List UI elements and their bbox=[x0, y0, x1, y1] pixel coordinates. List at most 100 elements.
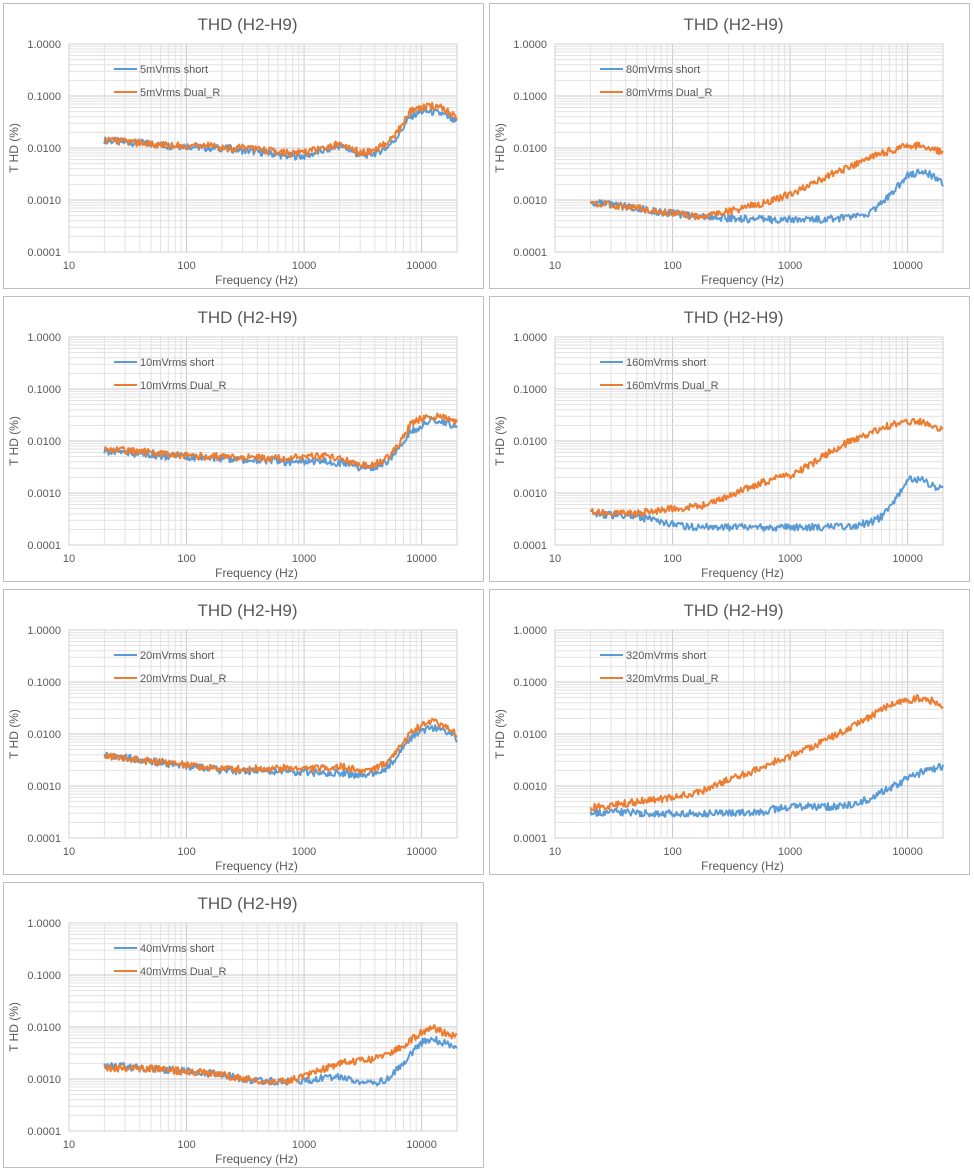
series-line bbox=[103, 1024, 458, 1086]
series-line bbox=[104, 412, 458, 469]
grid bbox=[68, 336, 458, 546]
x-tick-label: 100 bbox=[663, 553, 681, 565]
x-tick-label: 10 bbox=[63, 260, 75, 272]
x-tick-label: 100 bbox=[177, 260, 195, 272]
legend-label: 160mVrms short bbox=[626, 357, 706, 369]
x-tick-label: 10000 bbox=[406, 260, 437, 272]
x-axis-label: Frequency (Hz) bbox=[701, 566, 784, 580]
x-tick-label: 10000 bbox=[406, 1139, 437, 1151]
y-tick-label: 0.1000 bbox=[27, 91, 61, 103]
legend-label: 20mVrms Dual_R bbox=[140, 673, 226, 685]
x-tick-label: 10 bbox=[63, 1139, 75, 1151]
plot-area-border bbox=[554, 629, 944, 839]
chart-title: THD (H2-H9) bbox=[683, 601, 783, 620]
y-tick-label: 1.0000 bbox=[27, 625, 61, 637]
series-line bbox=[589, 417, 944, 518]
y-tick-label: 0.0100 bbox=[27, 436, 61, 448]
y-tick-label: 0.0001 bbox=[27, 247, 61, 259]
y-tick-label: 0.1000 bbox=[513, 91, 547, 103]
y-tick-label: 1.0000 bbox=[513, 625, 547, 637]
series-line bbox=[104, 717, 458, 775]
plot-area-border bbox=[68, 922, 458, 1132]
legend-label: 10mVrms Dual_R bbox=[140, 380, 226, 392]
grid bbox=[68, 922, 458, 1132]
y-tick-label: 1.0000 bbox=[27, 918, 61, 930]
y-axis-label: T HD (%) bbox=[7, 1002, 21, 1052]
x-tick-label: 1000 bbox=[778, 553, 802, 565]
y-tick-label: 0.0100 bbox=[27, 1022, 61, 1034]
x-tick-label: 1000 bbox=[292, 260, 316, 272]
x-tick-label: 10 bbox=[549, 846, 561, 858]
y-tick-label: 0.0001 bbox=[27, 1126, 61, 1138]
thd-chart-10mvrms: 1.0000 0.1000 0.0100 0.0010 0.0001 10 100 1000 1… bbox=[3, 296, 484, 582]
x-tick-label: 10000 bbox=[406, 553, 437, 565]
y-axis-label: T HD (%) bbox=[493, 123, 507, 173]
legend-label: 80mVrms short bbox=[626, 64, 700, 76]
series-line bbox=[103, 101, 458, 158]
y-axis-label: T HD (%) bbox=[493, 709, 507, 759]
thd-chart-40mvrms: 1.0000 0.1000 0.0100 0.0010 0.0001 10 100 1000 1… bbox=[3, 882, 484, 1168]
x-tick-label: 10000 bbox=[892, 553, 923, 565]
y-tick-label: 0.0100 bbox=[27, 143, 61, 155]
thd-chart-320mvrms: 1.0000 0.1000 0.0100 0.0010 0.0001 10 100 1000 1… bbox=[489, 589, 970, 875]
chart-title: THD (H2-H9) bbox=[197, 894, 297, 913]
y-tick-label: 0.0100 bbox=[513, 143, 547, 155]
series-line bbox=[589, 475, 944, 532]
legend-label: 80mVrms Dual_R bbox=[626, 87, 712, 99]
x-axis-label: Frequency (Hz) bbox=[215, 1152, 298, 1166]
chart-title: THD (H2-H9) bbox=[197, 601, 297, 620]
y-tick-label: 1.0000 bbox=[513, 332, 547, 344]
x-tick-label: 100 bbox=[663, 260, 681, 272]
plot-area-border bbox=[68, 43, 458, 253]
x-tick-label: 10 bbox=[63, 553, 75, 565]
thd-chart-160mvrms: 1.0000 0.1000 0.0100 0.0010 0.0001 10 100 1000 1… bbox=[489, 296, 970, 582]
plot-area-border bbox=[68, 629, 458, 839]
x-tick-label: 10000 bbox=[892, 846, 923, 858]
legend-label: 320mVrms Dual_R bbox=[626, 673, 719, 685]
legend-label: 40mVrms short bbox=[140, 943, 214, 955]
y-tick-label: 0.0010 bbox=[27, 1074, 61, 1086]
y-tick-label: 0.0100 bbox=[513, 436, 547, 448]
x-tick-label: 1000 bbox=[292, 846, 316, 858]
legend-label: 320mVrms short bbox=[626, 650, 706, 662]
x-axis-label: Frequency (Hz) bbox=[701, 859, 784, 873]
y-tick-label: 0.0001 bbox=[513, 247, 547, 259]
legend-label: 40mVrms Dual_R bbox=[140, 966, 226, 978]
chart-title: THD (H2-H9) bbox=[197, 308, 297, 327]
y-tick-label: 0.0010 bbox=[27, 781, 61, 793]
y-tick-label: 0.0001 bbox=[27, 540, 61, 552]
y-axis-label: T HD (%) bbox=[7, 123, 21, 173]
thd-chart-5mvrms: 1.0000 0.1000 0.0100 0.0010 0.0001 10 100 1000 1… bbox=[3, 3, 484, 289]
legend-label: 20mVrms short bbox=[140, 650, 214, 662]
y-tick-label: 1.0000 bbox=[27, 39, 61, 51]
y-tick-label: 0.0100 bbox=[27, 729, 61, 741]
x-tick-label: 10000 bbox=[892, 260, 923, 272]
y-tick-label: 0.0010 bbox=[27, 488, 61, 500]
legend-label: 5mVrms Dual_R bbox=[140, 87, 220, 99]
y-tick-label: 0.0010 bbox=[513, 781, 547, 793]
series-line bbox=[589, 694, 944, 812]
x-axis-label: Frequency (Hz) bbox=[215, 273, 298, 287]
y-tick-label: 0.0100 bbox=[513, 729, 547, 741]
chart-title: THD (H2-H9) bbox=[683, 15, 783, 34]
y-tick-label: 0.0010 bbox=[513, 488, 547, 500]
x-tick-label: 100 bbox=[663, 846, 681, 858]
x-tick-label: 1000 bbox=[292, 553, 316, 565]
y-tick-label: 1.0000 bbox=[27, 332, 61, 344]
y-axis-label: T HD (%) bbox=[7, 416, 21, 466]
y-tick-label: 0.1000 bbox=[27, 970, 61, 982]
chart-title: THD (H2-H9) bbox=[683, 308, 783, 327]
plot-area-border bbox=[68, 336, 458, 546]
y-tick-label: 0.0001 bbox=[513, 833, 547, 845]
y-tick-label: 0.0010 bbox=[513, 195, 547, 207]
legend-label: 10mVrms short bbox=[140, 357, 214, 369]
thd-chart-80mvrms: 1.0000 0.1000 0.0100 0.0010 0.0001 10 100 1000 1… bbox=[489, 3, 970, 289]
x-tick-label: 10 bbox=[549, 553, 561, 565]
x-tick-label: 10 bbox=[549, 260, 561, 272]
y-tick-label: 0.1000 bbox=[27, 677, 61, 689]
